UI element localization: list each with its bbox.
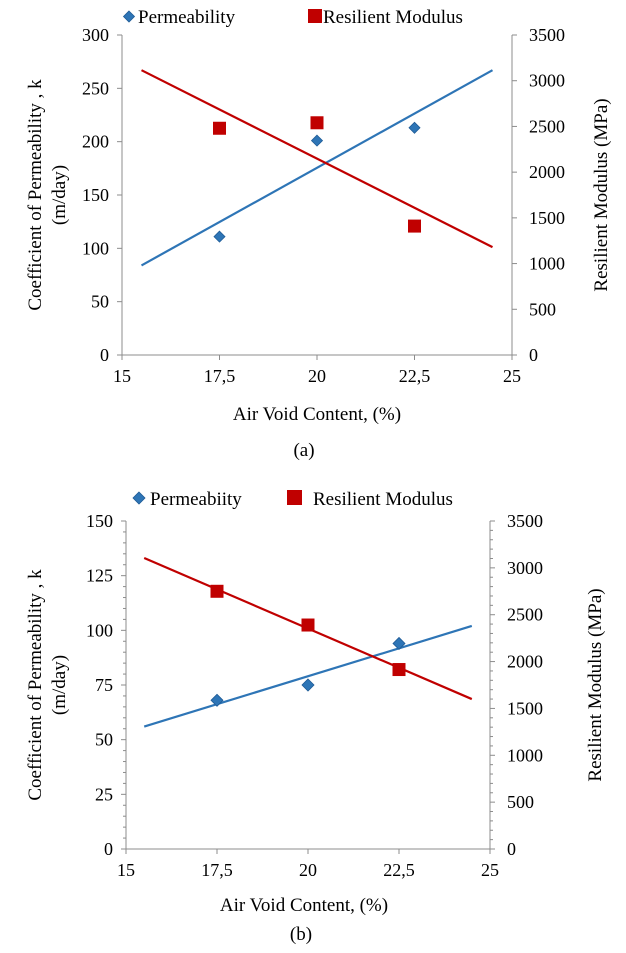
- point-permeability-b-2: [392, 636, 406, 651]
- legend-a-permeability-label: Permeability: [138, 7, 236, 28]
- y2-tick-label-a: 1000: [529, 254, 565, 274]
- trendline-permeability-b: [143, 624, 473, 728]
- legend-a-resilient-label: Resilient Modulus: [323, 7, 463, 28]
- ticks-b: 15 17,5 20 22,5 2502550751001251500500100015…: [86, 511, 543, 880]
- point-resilient-modulus-b-0: [210, 584, 224, 598]
- x-tick-label-a: 17,5: [204, 366, 236, 386]
- y2-axis-label-a: Resilient Modulus (MPa): [591, 98, 612, 291]
- y2-axis-label-b: Resilient Modulus (MPa): [585, 588, 606, 781]
- point-resilient-modulus-a-1: [310, 116, 324, 130]
- legend-b-resilient-marker: [287, 490, 302, 505]
- legend-b: Permeabiity Resilient Modulus: [132, 489, 453, 510]
- x-tick-label-a: 20: [308, 366, 326, 386]
- y2-tick-label-a: 2000: [529, 162, 565, 182]
- y2-tick-label-b: 3000: [507, 558, 543, 578]
- point-resilient-modulus-b-2: [392, 663, 406, 677]
- x-tick-label-b: 25: [481, 860, 499, 880]
- point-permeability-b-1: [301, 678, 315, 692]
- y2-tick-label-b: 1500: [507, 698, 543, 718]
- legend-a: Permeability Resilient Modulus: [122, 7, 463, 28]
- legend-b-permeability-marker: [132, 491, 146, 505]
- y-tick-label-a: 200: [82, 132, 109, 152]
- y-tick-label-a: 100: [82, 238, 109, 258]
- point-permeability-a-1: [310, 134, 324, 147]
- y-tick-label-b: 125: [86, 566, 113, 586]
- ticks-a: 15 17,5 20 22,5 2505010015020025030005001000…: [82, 25, 565, 386]
- point-permeability-b-0: [210, 693, 224, 707]
- x-axis-label-b: Air Void Content, (%): [220, 895, 388, 916]
- point-resilient-modulus-b-1: [301, 618, 315, 632]
- y2-tick-label-a: 2500: [529, 116, 565, 136]
- x-tick-label-a: 25: [503, 366, 521, 386]
- y2-tick-label-a: 0: [529, 345, 538, 365]
- legend-a-permeability-marker: [122, 10, 136, 23]
- x-axis-label-a: Air Void Content, (%): [233, 404, 401, 425]
- legend-a-resilient-marker: [308, 9, 322, 23]
- y-axis-label-a-line1: Coefficient of Permeability , k: [25, 79, 46, 311]
- y2-tick-label-b: 500: [507, 792, 534, 812]
- y-tick-label-b: 75: [95, 675, 113, 695]
- y2-tick-label-b: 0: [507, 839, 516, 859]
- panel-label-a: (a): [293, 440, 314, 461]
- data-points-b: [210, 584, 406, 707]
- panel-label-b: (b): [290, 924, 312, 945]
- y2-tick-label-b: 1000: [507, 745, 543, 765]
- legend-b-resilient-label: Resilient Modulus: [313, 489, 453, 510]
- y2-tick-label-b: 2500: [507, 605, 543, 625]
- x-tick-label-b: 20: [299, 860, 317, 880]
- trendline-permeability-a: [140, 69, 494, 267]
- x-tick-label-b: 17,5: [201, 860, 233, 880]
- y2-tick-label-a: 500: [529, 299, 556, 319]
- x-tick-label-b: 15: [117, 860, 135, 880]
- trendlines-b: [143, 557, 473, 728]
- chart-panel-b: 15 17,5 20 22,5 2502550751001251500500100015…: [25, 489, 606, 945]
- point-resilient-modulus-a-2: [408, 219, 421, 233]
- y2-tick-label-a: 1500: [529, 208, 565, 228]
- y2-tick-label-a: 3000: [529, 71, 565, 91]
- x-tick-label-b: 22,5: [383, 860, 415, 880]
- data-points-a: [213, 116, 421, 243]
- y-axis-label-a-line2: (m/day): [49, 165, 70, 225]
- y-tick-label-b: 0: [104, 839, 113, 859]
- y-tick-label-a: 0: [100, 345, 109, 365]
- y-tick-label-b: 50: [95, 730, 113, 750]
- y-tick-label-b: 25: [95, 784, 113, 804]
- y-tick-label-a: 250: [82, 78, 109, 98]
- y-tick-label-b: 150: [86, 511, 113, 531]
- y-tick-label-a: 300: [82, 25, 109, 45]
- y-tick-label-b: 100: [86, 620, 113, 640]
- chart-panel-a: 15 17,5 20 22,5 2505010015020025030005001000…: [25, 7, 612, 461]
- trendlines-a: [140, 69, 494, 267]
- y-tick-label-a: 50: [91, 292, 109, 312]
- point-resilient-modulus-a-0: [213, 121, 226, 135]
- trendline-resilient-modulus-a: [141, 69, 493, 249]
- x-tick-label-a: 15: [113, 366, 131, 386]
- y-axis-label-b-line1: Coefficient of Permeability , k: [25, 569, 46, 801]
- y-tick-label-a: 150: [82, 185, 109, 205]
- legend-b-permeability-label: Permeabiity: [150, 489, 242, 510]
- y2-tick-label-b: 2000: [507, 652, 543, 672]
- point-permeability-a-2: [408, 121, 421, 134]
- point-permeability-a-0: [213, 230, 226, 243]
- y2-tick-label-b: 3500: [507, 511, 543, 531]
- y-axis-label-b-line2: (m/day): [49, 655, 70, 715]
- y2-tick-label-a: 3500: [529, 25, 565, 45]
- x-tick-label-a: 22,5: [399, 366, 431, 386]
